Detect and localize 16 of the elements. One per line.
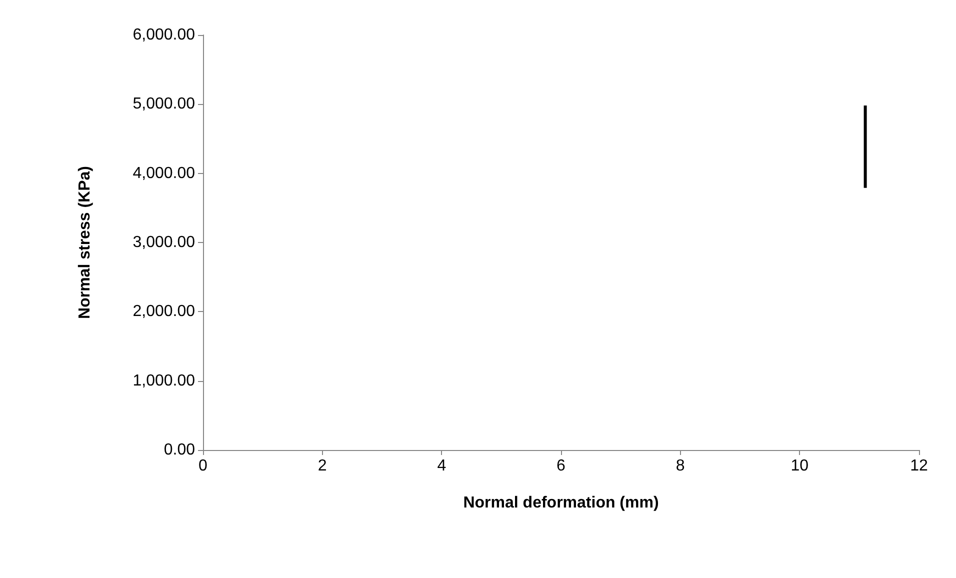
- y-tick-label: 4,000.00: [132, 164, 196, 182]
- x-tick-label: 0: [198, 458, 208, 474]
- y-tick-label: 0.00: [164, 442, 196, 458]
- y-tick-label: 2,000.00: [132, 303, 196, 320]
- x-axis-title: Normal deformation (mm): [463, 494, 659, 512]
- y-tick-label: 1,000.00: [132, 372, 196, 390]
- x-tick-label: 10: [790, 458, 809, 474]
- x-tick-label: 2: [318, 458, 327, 474]
- y-axis-title: Normal stress (KPa): [76, 166, 94, 319]
- x-tick-label: 8: [676, 458, 685, 474]
- y-tick-label: 5,000.00: [132, 96, 196, 113]
- y-tick-label: 6,000.00: [132, 26, 196, 44]
- x-tick-label: 6: [556, 458, 566, 474]
- x-tick-label: 4: [437, 458, 446, 474]
- y-tick-label: 3,000.00: [132, 234, 196, 251]
- x-tick-label: 12: [910, 458, 928, 474]
